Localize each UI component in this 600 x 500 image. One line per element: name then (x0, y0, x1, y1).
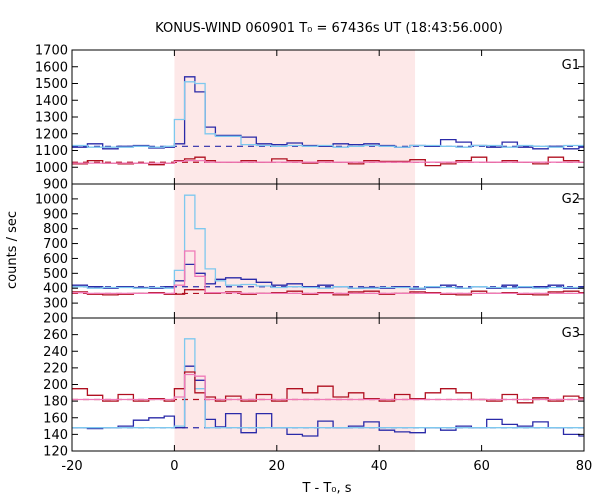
y-tick-label-g3: 160 (43, 411, 68, 426)
x-axis-title: T - T₀, s (301, 481, 351, 496)
y-tick-label-g3: 120 (43, 445, 68, 460)
y-tick-label-g2: 1000 (35, 192, 68, 207)
y-tick-label-g2: 400 (43, 282, 68, 297)
y-tick-label-g3: 200 (43, 378, 68, 393)
y-tick-label-g2: 900 (43, 207, 68, 222)
y-tick-label-g3: 180 (43, 395, 68, 410)
series-g2-light-blue (72, 194, 584, 289)
x-tick-label: 0 (170, 459, 178, 474)
panel-label-g3: G3 (562, 326, 580, 341)
y-tick-label-g3: 220 (43, 361, 68, 376)
panel-label-g2: G2 (562, 192, 580, 207)
y-tick-label-g1: 1100 (35, 144, 68, 159)
series-g3-dark-blue (72, 365, 584, 437)
y-tick-label-g2: 200 (43, 312, 68, 327)
x-tick-label: 20 (269, 459, 286, 474)
chart-title: KONUS-WIND 060901 T₀ = 67436s UT (18:43:… (155, 21, 503, 36)
y-tick-label-g1: 900 (43, 178, 68, 193)
x-tick-label: 60 (473, 459, 490, 474)
y-tick-label-g2: 800 (43, 222, 68, 237)
y-tick-label-g1: 1700 (35, 44, 68, 59)
x-tick-label: 80 (576, 459, 593, 474)
y-axis-title: counts / sec (5, 211, 20, 289)
y-tick-label-g1: 1400 (35, 94, 68, 109)
panel-frame-g3 (71, 317, 585, 452)
y-tick-label-g1: 1500 (35, 77, 68, 92)
panel-label-g1: G1 (562, 58, 580, 73)
y-tick-label-g1: 1000 (35, 161, 68, 176)
y-tick-label-g3: 260 (43, 328, 68, 343)
y-tick-label-g1: 1200 (35, 127, 68, 142)
y-tick-label-g1: 1300 (35, 111, 68, 126)
y-tick-label-g2: 600 (43, 252, 68, 267)
series-g1-light-blue (72, 81, 584, 148)
y-tick-label-g2: 500 (43, 267, 68, 282)
plot-area: 90010001100120013001400150016001700G1200… (35, 44, 592, 475)
series-g3-pink (72, 373, 584, 401)
series-g2-pink (72, 250, 584, 295)
x-tick-label: -20 (61, 459, 82, 474)
y-tick-label-g1: 1600 (35, 60, 68, 75)
series-g3-light-blue (72, 338, 584, 429)
shaded-interval (174, 50, 416, 451)
x-tick-label: 40 (371, 459, 388, 474)
y-tick-label-g3: 140 (43, 428, 68, 443)
y-tick-label-g3: 240 (43, 345, 68, 360)
series-g1-pink (72, 159, 584, 164)
y-tick-label-g2: 700 (43, 237, 68, 252)
y-tick-label-g2: 300 (43, 297, 68, 312)
